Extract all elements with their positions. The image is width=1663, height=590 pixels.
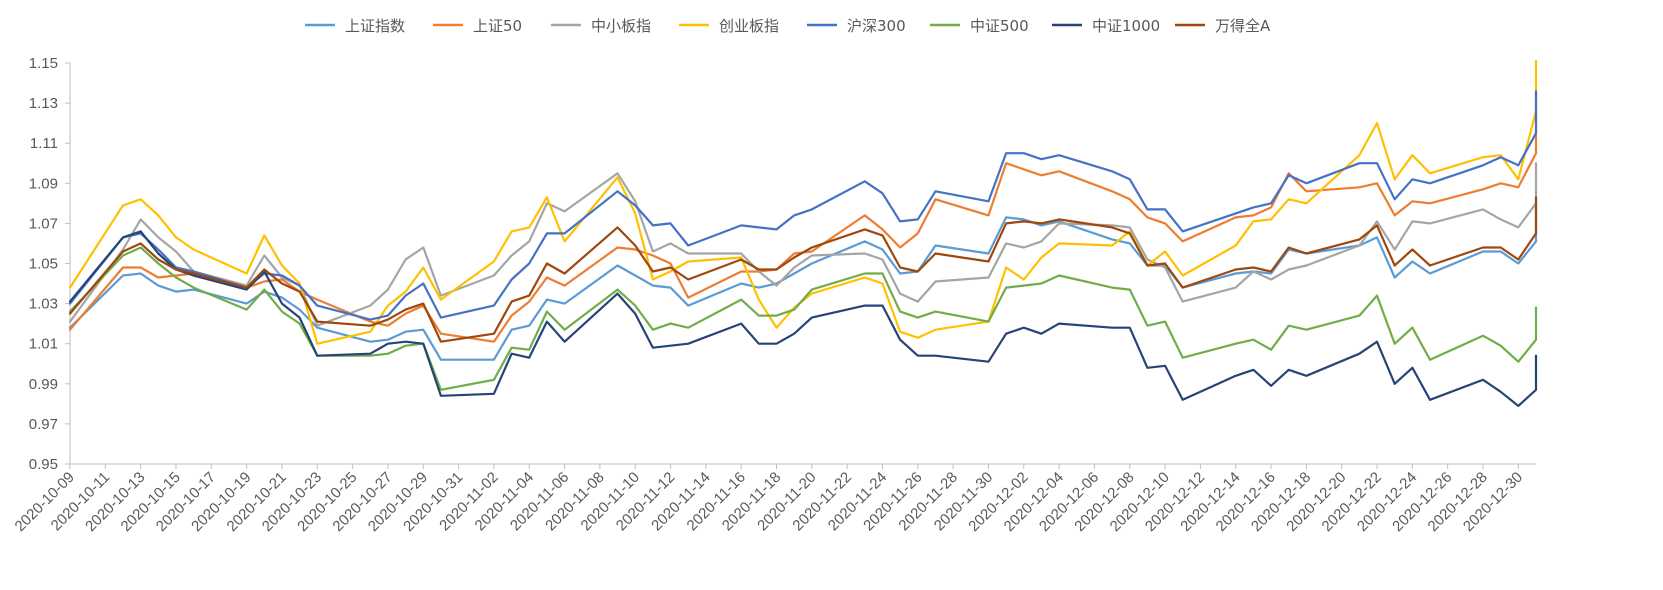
legend-item: 创业板指 [679,17,779,35]
legend-label: 中证1000 [1092,17,1160,35]
y-tick-label: 1.09 [29,175,58,192]
series-line-3 [68,59,1538,345]
legend-item: 中证500 [930,17,1029,35]
y-tick-label: 1.05 [29,256,58,273]
y-tick-label: 0.97 [29,416,58,433]
series-line-7 [68,196,1538,343]
legend-item: 中证1000 [1052,17,1160,35]
y-tick-label: 1.11 [30,135,58,152]
y-tick-label: 1.03 [29,296,58,313]
legend-item: 沪深300 [807,17,906,35]
legend-label: 沪深300 [847,17,906,35]
legend-item: 上证50 [433,17,522,35]
series-line-2 [68,162,1538,327]
y-tick-label: 1.15 [29,55,58,72]
legend: 上证指数 上证50 中小板指 创业板指 沪深300 中证500 中证1000 万得全A [305,17,1271,35]
y-tick-label: 0.95 [29,456,58,473]
y-tick-label: 0.99 [29,376,58,393]
legend-label: 万得全A [1215,17,1271,35]
series-line-4 [68,89,1538,321]
y-tick-label: 1.01 [29,336,58,353]
x-axis: 2020-10-092020-10-112020-10-132020-10-15… [12,463,1536,535]
legend-item: 万得全A [1175,17,1271,35]
series-line-1 [68,109,1538,343]
series-line-6 [68,230,1538,407]
y-tick-label: 1.07 [29,215,58,232]
legend-item: 中小板指 [551,17,651,35]
plot-area [68,59,1538,407]
legend-label: 中证500 [970,17,1029,35]
legend-label: 上证50 [473,17,522,35]
y-tick-label: 1.13 [29,95,58,112]
legend-label: 中小板指 [591,17,651,35]
legend-label: 上证指数 [345,17,405,35]
legend-item: 上证指数 [305,17,405,35]
y-axis: 0.95 0.97 0.99 1.01 1.03 1.05 1.07 1.09 1.11 1.13… [29,55,71,473]
legend-label: 创业板指 [719,17,779,35]
